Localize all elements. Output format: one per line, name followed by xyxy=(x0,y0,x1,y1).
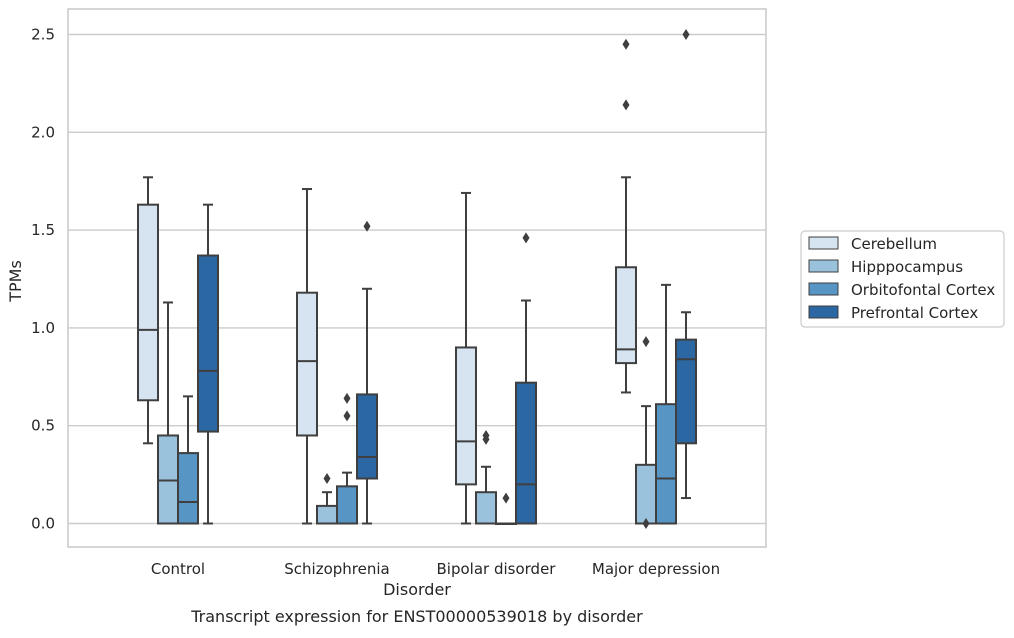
y-axis-ticks: 0.0 0.5 1.0 1.5 2.0 2.5 xyxy=(31,26,55,533)
legend-frame xyxy=(800,230,1005,328)
box-body xyxy=(356,393,378,480)
legend-label: Orbitofontal Cortex xyxy=(851,281,995,299)
outlier-point xyxy=(502,492,510,504)
box-hipppocampus xyxy=(157,301,179,525)
box-cerebellum xyxy=(455,191,477,525)
plot-marks xyxy=(137,29,697,529)
outlier-point xyxy=(682,29,690,40)
legend-swatch xyxy=(808,259,839,273)
box-body xyxy=(515,381,537,525)
box-body xyxy=(197,254,219,433)
box-body xyxy=(455,346,477,486)
box-hipppocampus xyxy=(316,473,338,525)
y-tick-label: 2.5 xyxy=(31,26,55,44)
box-body xyxy=(137,203,159,402)
box-hipppocampus xyxy=(475,429,497,525)
legend-label: Hipppocampus xyxy=(851,258,963,276)
outlier-point xyxy=(622,99,630,111)
outlier-point xyxy=(323,473,331,485)
box-body xyxy=(475,491,497,525)
outlier-point xyxy=(343,410,351,422)
box-orbitofontal-cortex xyxy=(177,395,199,525)
box-orbitofontal-cortex xyxy=(336,392,358,525)
legend: Cerebellum Hipppocampus Orbitofontal Corte… xyxy=(800,230,1005,328)
x-axis-label: Disorder xyxy=(383,580,451,599)
box-orbitofontal-cortex xyxy=(655,283,677,525)
box-hipppocampus xyxy=(635,336,657,529)
legend-swatch xyxy=(808,305,839,319)
box-body xyxy=(336,485,358,525)
x-tick-label: Control xyxy=(151,560,205,578)
outlier-point xyxy=(642,336,650,348)
box-body xyxy=(296,291,318,437)
x-tick-label: Bipolar disorder xyxy=(437,560,557,578)
outlier-point xyxy=(522,232,530,244)
plot-area-frame xyxy=(67,8,767,548)
y-tick-label: 0.5 xyxy=(31,417,55,435)
box-prefrontal-cortex xyxy=(197,203,219,525)
legend-label: Cerebellum xyxy=(851,235,937,253)
legend-swatch xyxy=(808,282,839,296)
outlier-point xyxy=(482,429,490,441)
outlier-point xyxy=(363,220,371,232)
y-axis-label: TPMs xyxy=(6,260,25,303)
box-orbitofontal-cortex xyxy=(495,492,517,525)
box-cerebellum xyxy=(296,188,318,525)
box-body xyxy=(615,266,637,365)
outlier-point xyxy=(622,38,630,50)
box-prefrontal-cortex xyxy=(515,232,537,525)
box-cerebellum xyxy=(615,38,637,394)
box-body xyxy=(675,338,697,445)
x-tick-label: Schizophrenia xyxy=(284,560,389,578)
box-body xyxy=(635,463,657,525)
x-axis-ticks: Control Schizophrenia Bipolar disorder Majo… xyxy=(151,560,720,578)
y-tick-label: 0.0 xyxy=(31,515,55,533)
y-tick-label: 2.0 xyxy=(31,123,55,141)
box-body xyxy=(177,452,199,525)
box-body xyxy=(655,403,677,525)
box-body xyxy=(316,504,338,525)
outlier-point xyxy=(343,392,351,404)
y-tick-label: 1.0 xyxy=(31,319,55,337)
chart-caption: Transcript expression for ENST0000053901… xyxy=(190,607,643,626)
legend-swatch xyxy=(808,236,839,250)
box-prefrontal-cortex xyxy=(356,220,378,525)
x-tick-label: Major depression xyxy=(592,560,720,578)
box-prefrontal-cortex xyxy=(675,29,697,500)
legend-label: Prefrontal Cortex xyxy=(851,304,978,322)
outlier-point xyxy=(642,518,650,529)
y-tick-label: 1.5 xyxy=(31,221,55,239)
box-cerebellum xyxy=(137,176,159,445)
